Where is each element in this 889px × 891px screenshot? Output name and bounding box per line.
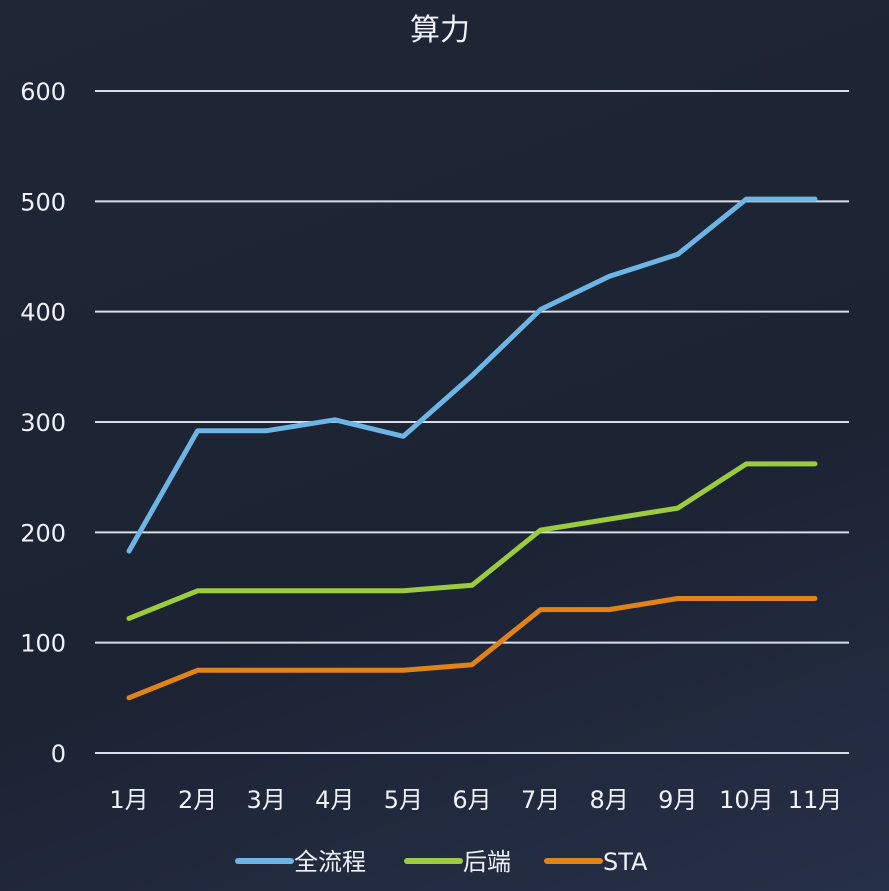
x-tick-label: 11月 — [788, 786, 843, 814]
y-tick-label: 0 — [51, 740, 66, 768]
legend-label: 后端 — [463, 848, 511, 876]
legend-item-2[interactable]: STA — [544, 848, 648, 876]
series-lines — [126, 196, 818, 701]
x-tick-label: 2月 — [178, 786, 217, 814]
x-axis-ticks: 1月 2月 3月 4月 5月 6月 7月 8月 9月 10月 11月 — [109, 786, 842, 814]
legend-item-1[interactable]: 后端 — [404, 848, 511, 876]
y-tick-label: 400 — [20, 299, 66, 327]
x-tick-label: 7月 — [521, 786, 560, 814]
y-tick-label: 500 — [20, 188, 66, 216]
gridlines — [95, 90, 849, 754]
chart-title: 算力 — [410, 13, 470, 48]
x-tick-label: 8月 — [590, 786, 629, 814]
x-tick-label: 5月 — [384, 786, 423, 814]
legend-label: STA — [603, 848, 648, 876]
x-tick-label: 4月 — [315, 786, 354, 814]
legend-label: 全流程 — [294, 848, 366, 876]
x-tick-label: 1月 — [109, 786, 148, 814]
x-tick-label: 6月 — [452, 786, 491, 814]
y-tick-label: 100 — [20, 630, 66, 658]
series-line-1 — [126, 461, 818, 621]
legend-item-0[interactable]: 全流程 — [235, 848, 366, 876]
x-tick-label: 10月 — [719, 786, 774, 814]
y-axis-ticks: 0 100 200 300 400 500 600 — [20, 78, 66, 768]
x-tick-label: 9月 — [658, 786, 697, 814]
y-tick-label: 200 — [20, 519, 66, 547]
series-line-0 — [126, 196, 818, 554]
y-tick-label: 600 — [20, 78, 66, 106]
legend[interactable]: 全流程 后端 STA — [235, 848, 648, 876]
x-tick-label: 3月 — [247, 786, 286, 814]
y-tick-label: 300 — [20, 409, 66, 437]
series-line-2 — [126, 596, 818, 701]
